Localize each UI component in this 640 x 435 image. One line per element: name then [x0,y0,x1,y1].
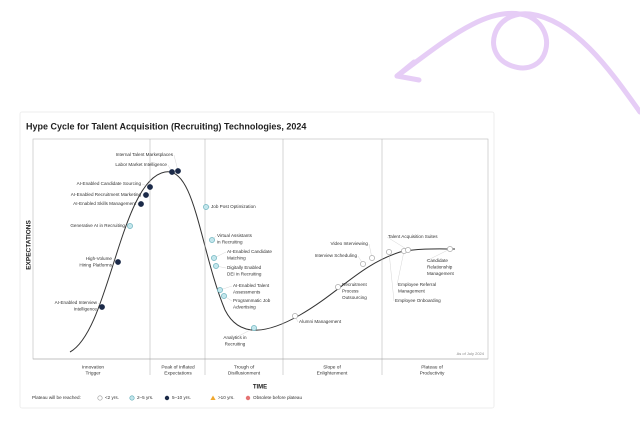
legend-label: 2–5 yrs. [137,395,153,400]
legend-label: <2 yrs. [105,395,119,400]
technology-label: Programmatic Job [233,298,271,303]
legend-label: 5–10 yrs. [172,395,191,400]
technology-label: Hiring Platforms [79,263,112,268]
technology-label: High-Volume [86,256,113,261]
technology-label: Employee Referral [398,282,436,287]
technology-label: Management [398,289,426,294]
leader-line [234,327,255,339]
technology-label: Process [342,289,359,294]
technology-label: Analytics in [223,335,247,340]
legend-symbol [129,395,135,401]
chart-title: Hype Cycle for Talent Acquisition (Recru… [26,121,306,131]
legend-symbol [210,395,216,400]
technology-label: Recruitment [342,282,367,287]
technology-dot [138,201,144,207]
technology-dot [386,249,392,255]
technology-dot [211,255,217,261]
technology-label: Relationship [427,265,453,270]
phase-label: Productivity [420,370,445,376]
technology-label: Management [427,271,455,276]
technology-label: AI-Enabled Candidate [227,249,272,254]
technology-label: Candidate [427,258,448,263]
technology-label: in Recruiting [217,240,243,245]
leader-line [425,248,451,262]
technology-label: Advertising [233,305,256,310]
leader-line [396,250,405,286]
technology-label: AI-Enabled Talent [233,283,270,288]
technology-label: Interview Scheduling [315,253,358,258]
technology-label: Labor Market Intelligence [115,162,167,167]
technology-dot [447,246,453,252]
technology-label: Matching [227,256,246,261]
technology-label: Outsourcing [342,295,367,300]
phase-label: Trough of [234,364,255,370]
technology-label: AI-Enabled Recruitment Marketing [71,192,142,197]
technology-dot [335,284,341,290]
phase-label: Enlightenment [317,370,348,376]
as-of-note: As of July 2024 [457,351,485,356]
technology-dot [169,169,175,175]
technology-dot [143,192,149,198]
y-axis-label: EXPECTATIONS [26,220,33,270]
technology-dot [221,293,227,299]
technology-label: Generative AI in Recruiting [70,223,125,228]
card [19,111,495,409]
hype-curve [69,171,456,353]
technology-dot [99,304,105,310]
technology-label: AI-Enabled Candidate Sourcing [77,181,142,186]
technology-dot [405,247,411,253]
technology-label: AI-Enabled Skills Management [73,201,137,206]
technology-label: AI-Enabled Interview [55,300,98,305]
leader-line [386,236,409,251]
leader-line [388,251,395,302]
phase-label: Peak of Inflated [161,364,195,370]
legend-symbol [164,395,170,401]
technology-label: Job Post Optimization [211,204,256,209]
phase-label: Trigger [85,370,100,376]
phase-label: Slope of [323,364,341,370]
legend-label: Obsolete before plateau [253,395,302,400]
technology-label: Intelligence [74,307,98,312]
technology-dot [175,168,181,174]
phase-label: Disillusionment [228,370,261,376]
technology-dot [251,325,257,331]
technology-label: Virtual Assistants [217,233,253,238]
technology-dot [115,259,121,265]
technology-label: Video Interviewing [331,241,369,246]
technology-label: Talent Acquisition Suites [388,234,438,239]
technology-dot [292,313,298,319]
legend-label: >10 yrs. [218,395,234,400]
technology-dot [203,204,209,210]
technology-dot [209,237,215,243]
technology-label: DEI in Recruiting [227,272,262,277]
technology-dot [127,223,133,229]
legend-title: Plateau will be reached: [32,395,81,400]
technology-dot [147,184,153,190]
x-axis-label: TIME [253,385,267,391]
technology-dot [217,287,223,293]
decorative-arrowhead [394,59,422,83]
technology-label: Assessments [233,290,261,295]
legend-symbol [97,395,103,401]
decorative-arrow [394,10,640,115]
technology-label: Digitally Enabled [227,265,262,270]
technology-dot [369,255,375,261]
phase-label: Expectations [164,370,192,376]
legend-symbol [245,395,251,401]
technology-label: Alumni Management [299,319,342,324]
technology-label: Internal Talent Marketplaces [116,152,174,157]
technology-label: Recruiting [225,342,246,347]
technology-dot [213,263,219,269]
phase-label: Innovation [82,364,104,370]
technology-label: Employee Onboarding [395,298,441,303]
phase-label: Plateau of [421,364,443,370]
technology-dot [360,261,366,267]
